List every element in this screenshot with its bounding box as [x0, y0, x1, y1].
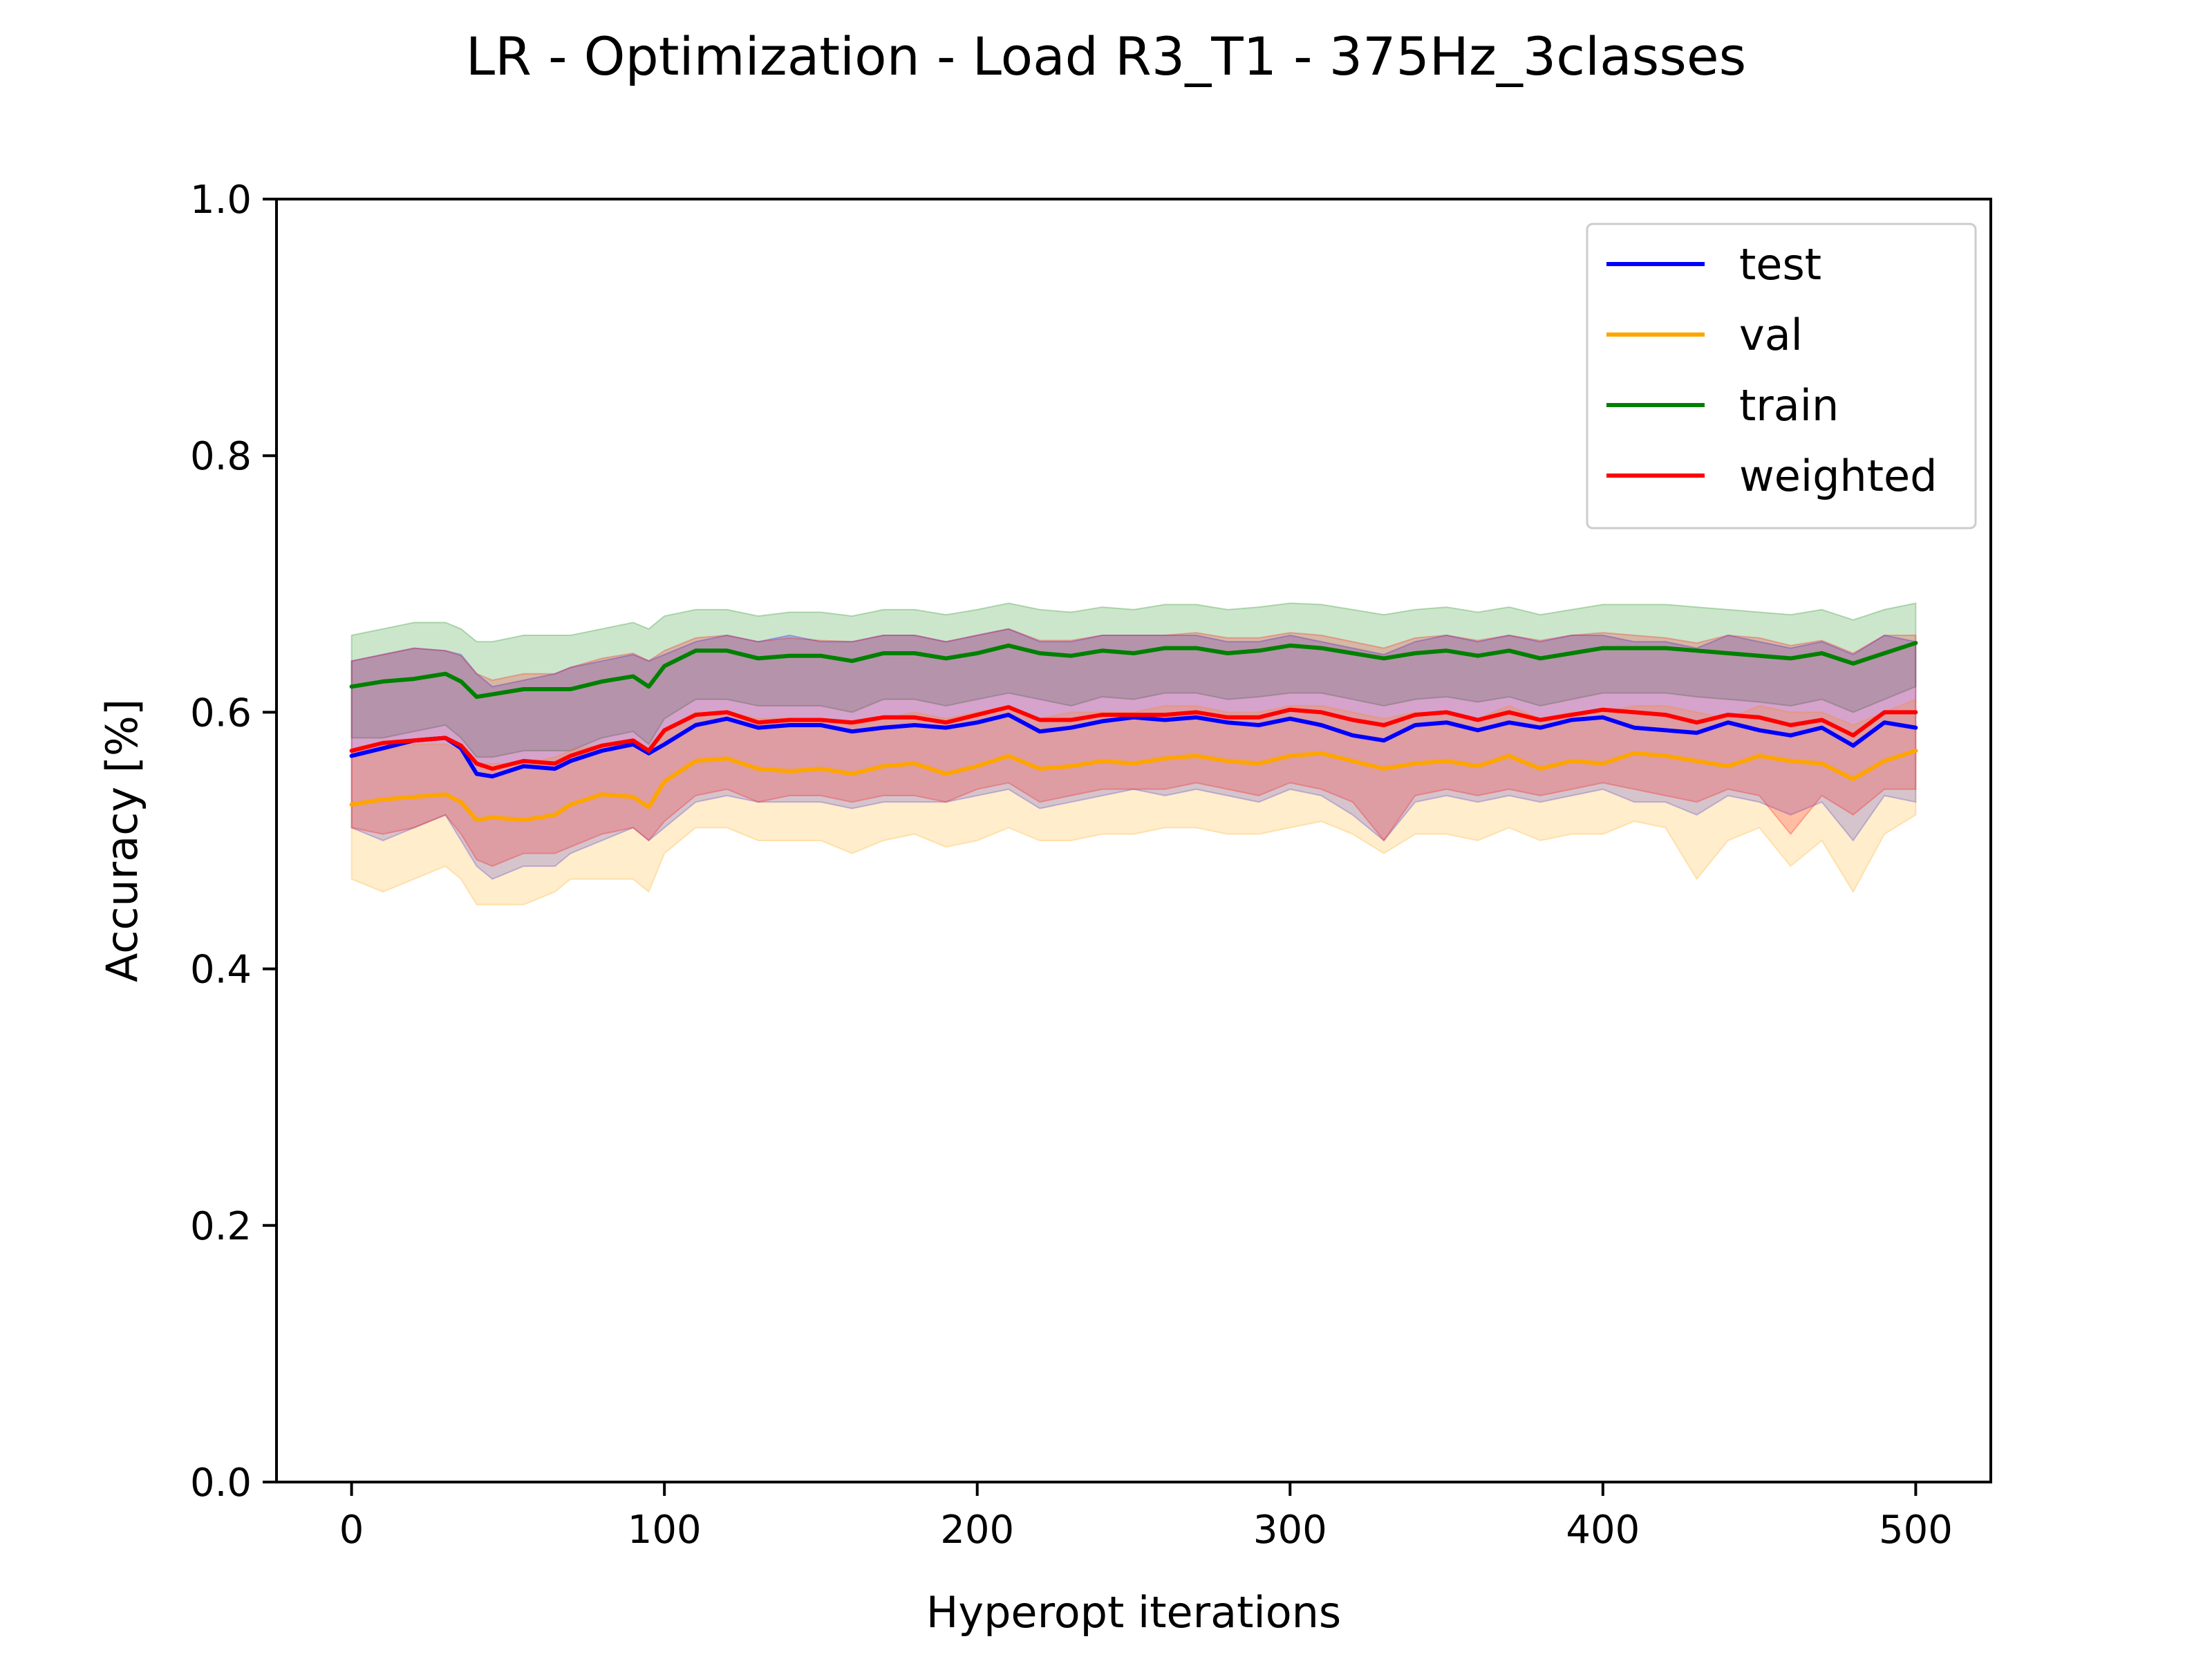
x-tick-label: 500 — [1879, 1508, 1953, 1553]
x-tick-label: 100 — [628, 1508, 702, 1553]
plot-area: 0 100 200 300 400 500 0.0 0.2 0.4 0.6 0.8 1.0 — [190, 178, 1992, 1553]
y-axis-ticks: 0.0 0.2 0.4 0.6 0.8 1.0 — [190, 178, 276, 1506]
x-axis-ticks: 0 100 200 300 400 500 — [339, 1482, 1953, 1553]
legend-label-test: test — [1739, 239, 1821, 290]
x-axis-label: Hyperopt iterations — [926, 1587, 1341, 1638]
y-tick-label: 0.8 — [190, 434, 252, 479]
y-tick-label: 0.4 — [190, 948, 252, 993]
chart-title: LR - Optimization - Load R3_T1 - 375Hz_3… — [466, 26, 1746, 87]
axes-frame — [275, 198, 1992, 1483]
y-tick-label: 0.6 — [190, 691, 252, 735]
line-test — [349, 713, 1918, 779]
band-train — [350, 602, 1917, 758]
y-tick-label: 0.0 — [190, 1461, 252, 1506]
x-tick-label: 200 — [940, 1508, 1014, 1553]
line-train — [349, 641, 1918, 700]
legend-label-weighted: weighted — [1739, 451, 1938, 501]
y-tick-label: 1.0 — [190, 178, 252, 223]
x-tick-label: 400 — [1566, 1508, 1640, 1553]
line-val — [349, 749, 1918, 823]
confidence-bands — [350, 602, 1917, 906]
band-weighted — [350, 628, 1917, 868]
x-tick-label: 300 — [1253, 1508, 1327, 1553]
band-test — [350, 628, 1917, 880]
series-lines — [349, 641, 1918, 823]
line-weighted — [349, 705, 1918, 771]
legend-label-val: val — [1739, 310, 1803, 360]
y-tick-label: 0.2 — [190, 1204, 252, 1249]
y-axis-label: Accuracy [%] — [97, 699, 147, 982]
legend-label-train: train — [1739, 380, 1839, 431]
x-tick-label: 0 — [339, 1508, 364, 1553]
legend-box — [1586, 223, 1977, 529]
legend: test val train weighted — [1586, 223, 1977, 529]
